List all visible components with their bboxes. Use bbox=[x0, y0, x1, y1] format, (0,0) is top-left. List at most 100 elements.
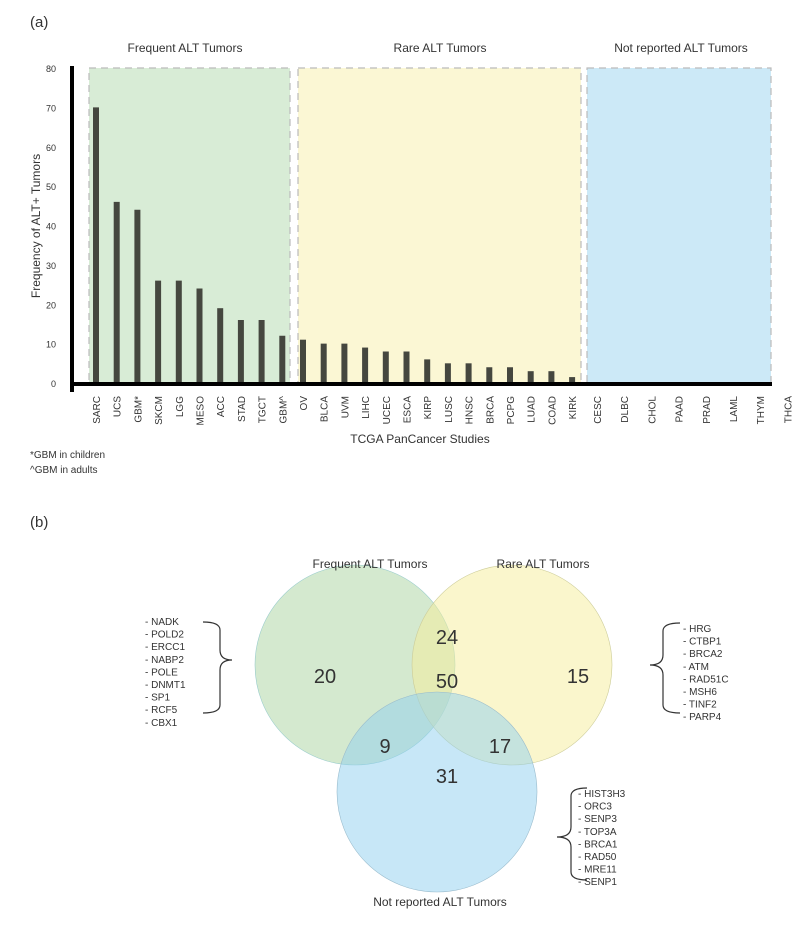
x-tick-label: GBM^ bbox=[278, 396, 289, 424]
x-tick-label: COAD bbox=[547, 396, 558, 425]
x-axis-title: TCGA PanCancer Studies bbox=[350, 432, 489, 446]
gene-list-item: - SP1 bbox=[145, 693, 170, 704]
group-region bbox=[297, 67, 582, 384]
x-tick-label: PRAD bbox=[702, 396, 713, 424]
panel-a-label: (a) bbox=[30, 14, 48, 31]
y-tick-label: 10 bbox=[46, 340, 56, 350]
gene-list-item: - TOP3A bbox=[578, 827, 617, 838]
bar bbox=[444, 363, 451, 383]
y-tick-label: 0 bbox=[51, 379, 56, 389]
bar bbox=[548, 371, 555, 383]
x-tick-label: KIRP bbox=[423, 396, 434, 420]
y-tick-label: 80 bbox=[46, 64, 56, 74]
gene-list-item: - CBX1 bbox=[145, 718, 178, 729]
y-tick-label: 60 bbox=[46, 143, 56, 153]
bar bbox=[382, 351, 389, 383]
venn-count: 15 bbox=[567, 666, 589, 688]
y-tick-label: 20 bbox=[46, 300, 56, 310]
gene-list-item: - HIST3H3 bbox=[578, 789, 626, 800]
x-tick-label: ACC bbox=[216, 396, 227, 417]
x-tick-label: BLCA bbox=[320, 396, 331, 422]
gene-list-item: - ORC3 bbox=[578, 802, 612, 813]
footnote: *GBM in children bbox=[30, 450, 105, 461]
panel-b-label: (b) bbox=[30, 514, 48, 531]
gene-list-item: - BRCA2 bbox=[683, 649, 723, 660]
x-tick-label: CHOL bbox=[647, 396, 658, 424]
y-tick-label: 40 bbox=[46, 222, 56, 232]
gene-list-item: - ATM bbox=[683, 662, 709, 673]
x-tick-label: SKCM bbox=[154, 396, 165, 425]
panel-a-bar-chart: (a) Frequent ALT Tumors Rare ALT Tumors No… bbox=[29, 14, 794, 476]
gene-list-item: - RCF5 bbox=[145, 705, 178, 716]
venn-set-label: Frequent ALT Tumors bbox=[313, 557, 428, 571]
gene-list-item: - PARP4 bbox=[683, 712, 722, 723]
x-tick-label: MESO bbox=[196, 396, 207, 426]
bracket-frequent bbox=[202, 621, 233, 714]
group-region bbox=[586, 67, 772, 384]
x-tick-label: UCS bbox=[113, 396, 124, 417]
x-tick-label: GBM* bbox=[133, 396, 144, 423]
bar bbox=[320, 343, 327, 383]
venn-count: 20 bbox=[314, 666, 336, 688]
y-tick-label: 50 bbox=[46, 182, 56, 192]
gene-list-item: - NADK bbox=[145, 617, 179, 628]
gene-list-item: - MSH6 bbox=[683, 687, 717, 698]
gene-list-item: - HRG bbox=[683, 624, 712, 635]
gene-list-item: - CTBP1 bbox=[683, 637, 722, 648]
gene-list-item: - RAD51C bbox=[683, 674, 729, 685]
gene-list-item: - SENP3 bbox=[578, 814, 617, 825]
bar bbox=[300, 339, 306, 383]
bar bbox=[237, 320, 244, 383]
bar bbox=[569, 377, 576, 383]
x-tick-label: SARC bbox=[92, 396, 103, 424]
x-tick-label: KIRK bbox=[568, 396, 579, 420]
y-tick-label: 30 bbox=[46, 261, 56, 271]
gene-list-item: - TINF2 bbox=[683, 700, 717, 711]
gene-list-item: - ERCC1 bbox=[145, 642, 185, 653]
x-tick-label: DLBC bbox=[620, 396, 631, 423]
venn-count: 24 bbox=[436, 627, 458, 649]
bar bbox=[93, 107, 99, 383]
bar bbox=[424, 359, 431, 383]
bar bbox=[134, 209, 141, 383]
gene-list-item: - POLE bbox=[145, 667, 178, 678]
bar bbox=[341, 343, 348, 383]
bar bbox=[507, 367, 513, 383]
bar bbox=[155, 280, 162, 383]
x-tick-label: PAAD bbox=[675, 396, 686, 423]
gene-list-item: - POLD2 bbox=[145, 630, 184, 641]
gene-list-item: - NABP2 bbox=[145, 655, 184, 666]
venn-count: 9 bbox=[379, 736, 390, 758]
gene-list-item: - SENP1 bbox=[578, 877, 617, 888]
gene-list-item: - MRE11 bbox=[578, 865, 617, 876]
venn-set-label: Rare ALT Tumors bbox=[497, 557, 590, 571]
bar bbox=[527, 371, 534, 383]
bar bbox=[258, 320, 265, 383]
bracket-rare bbox=[649, 622, 681, 714]
footnote: ^GBM in adults bbox=[30, 465, 98, 476]
venn-circle-not-reported bbox=[336, 691, 538, 893]
x-tick-label: CESC bbox=[593, 396, 604, 424]
x-tick-label: LGG bbox=[175, 396, 186, 417]
panel-b-venn: (b) Frequent ALT Tumors Rare ALT Tumors … bbox=[30, 514, 729, 909]
venn-count: 31 bbox=[436, 766, 458, 788]
bar bbox=[403, 351, 410, 383]
x-tick-label: LIHC bbox=[361, 396, 372, 419]
x-tick-label: LUAD bbox=[527, 396, 538, 423]
bar bbox=[217, 308, 224, 383]
x-tick-label: LUSC bbox=[444, 396, 455, 423]
venn-count: 17 bbox=[489, 736, 511, 758]
x-tick-label: BRCA bbox=[485, 396, 496, 424]
gene-list-item: - RAD50 bbox=[578, 852, 617, 863]
bar bbox=[175, 280, 182, 383]
venn-count: 50 bbox=[436, 671, 458, 693]
x-tick-label: UCEC bbox=[382, 396, 393, 424]
x-tick-label: THYM bbox=[756, 396, 767, 424]
x-tick-label: OV bbox=[299, 396, 310, 411]
group-title: Rare ALT Tumors bbox=[394, 41, 487, 55]
x-tick-label: STAD bbox=[237, 396, 248, 422]
x-tick-label: TGCT bbox=[258, 396, 269, 423]
group-region bbox=[88, 67, 291, 384]
x-tick-label: PCPG bbox=[506, 396, 517, 425]
